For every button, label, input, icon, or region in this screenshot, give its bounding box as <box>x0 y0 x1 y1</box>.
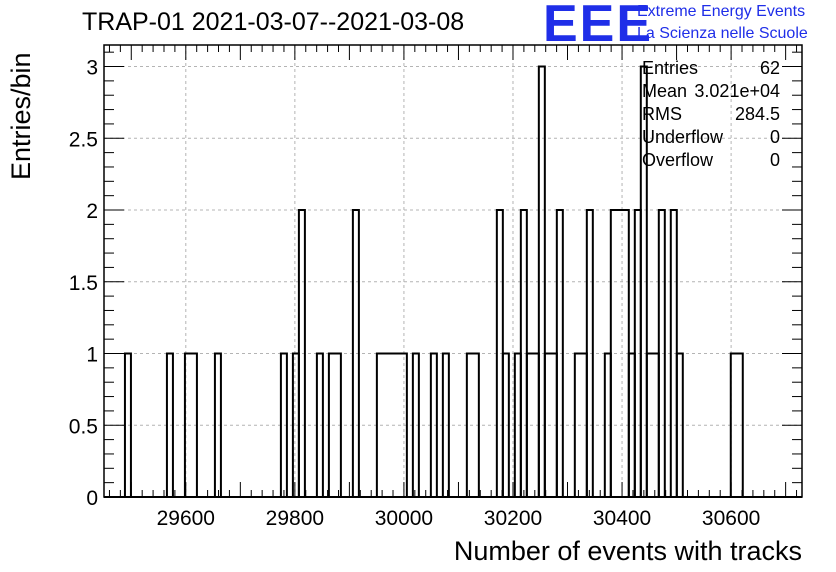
tick-labels: 29600 29800 30000 30200 30400 30600 0 0.5 1 1.5 2 2… <box>69 57 761 530</box>
y-tick-label: 3 <box>86 57 98 80</box>
x-tick-label: 29800 <box>266 507 324 530</box>
histogram-bin <box>165 352 174 497</box>
histogram-bin <box>555 209 564 497</box>
stats-label: Underflow <box>642 127 724 147</box>
stats-row-rms: RMS 284.5 <box>642 104 780 127</box>
stats-row-overflow: Overflow 0 <box>642 150 780 173</box>
x-tick-label: 30200 <box>484 507 542 530</box>
histogram-bin <box>375 352 408 497</box>
stats-row-entries: Entries 62 <box>642 58 780 81</box>
histogram-bin <box>537 65 546 497</box>
histogram-bins <box>104 65 802 498</box>
logo-text-line1: Extreme Energy Events <box>637 3 806 20</box>
y-tick-label: 2.5 <box>69 128 98 151</box>
x-tick-label: 30600 <box>702 507 760 530</box>
histogram-bin <box>213 352 222 497</box>
stats-label: RMS <box>642 104 682 124</box>
y-tick-label: 2 <box>86 200 98 223</box>
histogram-bin <box>675 352 684 497</box>
y-axis-label: Entries/bin <box>6 52 36 180</box>
histogram-bin <box>351 209 360 497</box>
histogram-bin <box>501 352 510 497</box>
stats-row-underflow: Underflow 0 <box>642 127 780 150</box>
histogram-bin <box>297 209 306 497</box>
stats-value: 3.021e+04 <box>694 81 780 101</box>
x-tick-label: 30000 <box>375 507 433 530</box>
x-axis-label: Number of events with tracks <box>453 536 802 566</box>
stats-value: 0 <box>769 127 780 147</box>
histogram-bin <box>327 352 342 497</box>
stats-box: Entries 62 Mean 3.021e+04 RMS 284.5 Underfl… <box>642 58 780 173</box>
y-tick-label: 0 <box>86 487 98 510</box>
histogram-bin <box>465 352 480 497</box>
stats-value: 0 <box>769 150 780 170</box>
stats-label: Mean <box>642 81 688 101</box>
histogram-bin <box>279 352 288 497</box>
histogram-bin <box>315 352 324 497</box>
histogram-bin <box>729 352 744 497</box>
stats-value: 62 <box>759 58 780 78</box>
histogram-bin <box>411 352 420 497</box>
y-tick-label: 1 <box>86 344 98 367</box>
histogram-bin <box>585 209 594 497</box>
histogram-bin <box>183 352 198 497</box>
y-tick-label: 0.5 <box>69 415 98 438</box>
x-tick-label: 30400 <box>593 507 651 530</box>
logo-text-line2: La Scienza nelle Scuole <box>637 25 808 42</box>
histogram-bin <box>639 65 648 497</box>
stats-row-mean: Mean 3.021e+04 <box>642 81 780 104</box>
y-tick-label: 1.5 <box>69 272 98 295</box>
stats-label: Entries <box>642 58 699 78</box>
histogram-bin <box>123 352 132 497</box>
chart-title: TRAP-01 2021-03-07--2021-03-08 <box>82 8 465 36</box>
histogram-bin <box>429 352 438 497</box>
x-tick-label: 29600 <box>157 507 215 530</box>
eee-logo: EEE <box>543 0 654 53</box>
stats-value: 284.5 <box>734 104 780 124</box>
histogram-bin <box>657 209 666 497</box>
plot-frame <box>103 44 803 498</box>
stats-label: Overflow <box>642 150 714 170</box>
axes-frame <box>103 44 803 498</box>
histogram-bin <box>441 352 450 497</box>
